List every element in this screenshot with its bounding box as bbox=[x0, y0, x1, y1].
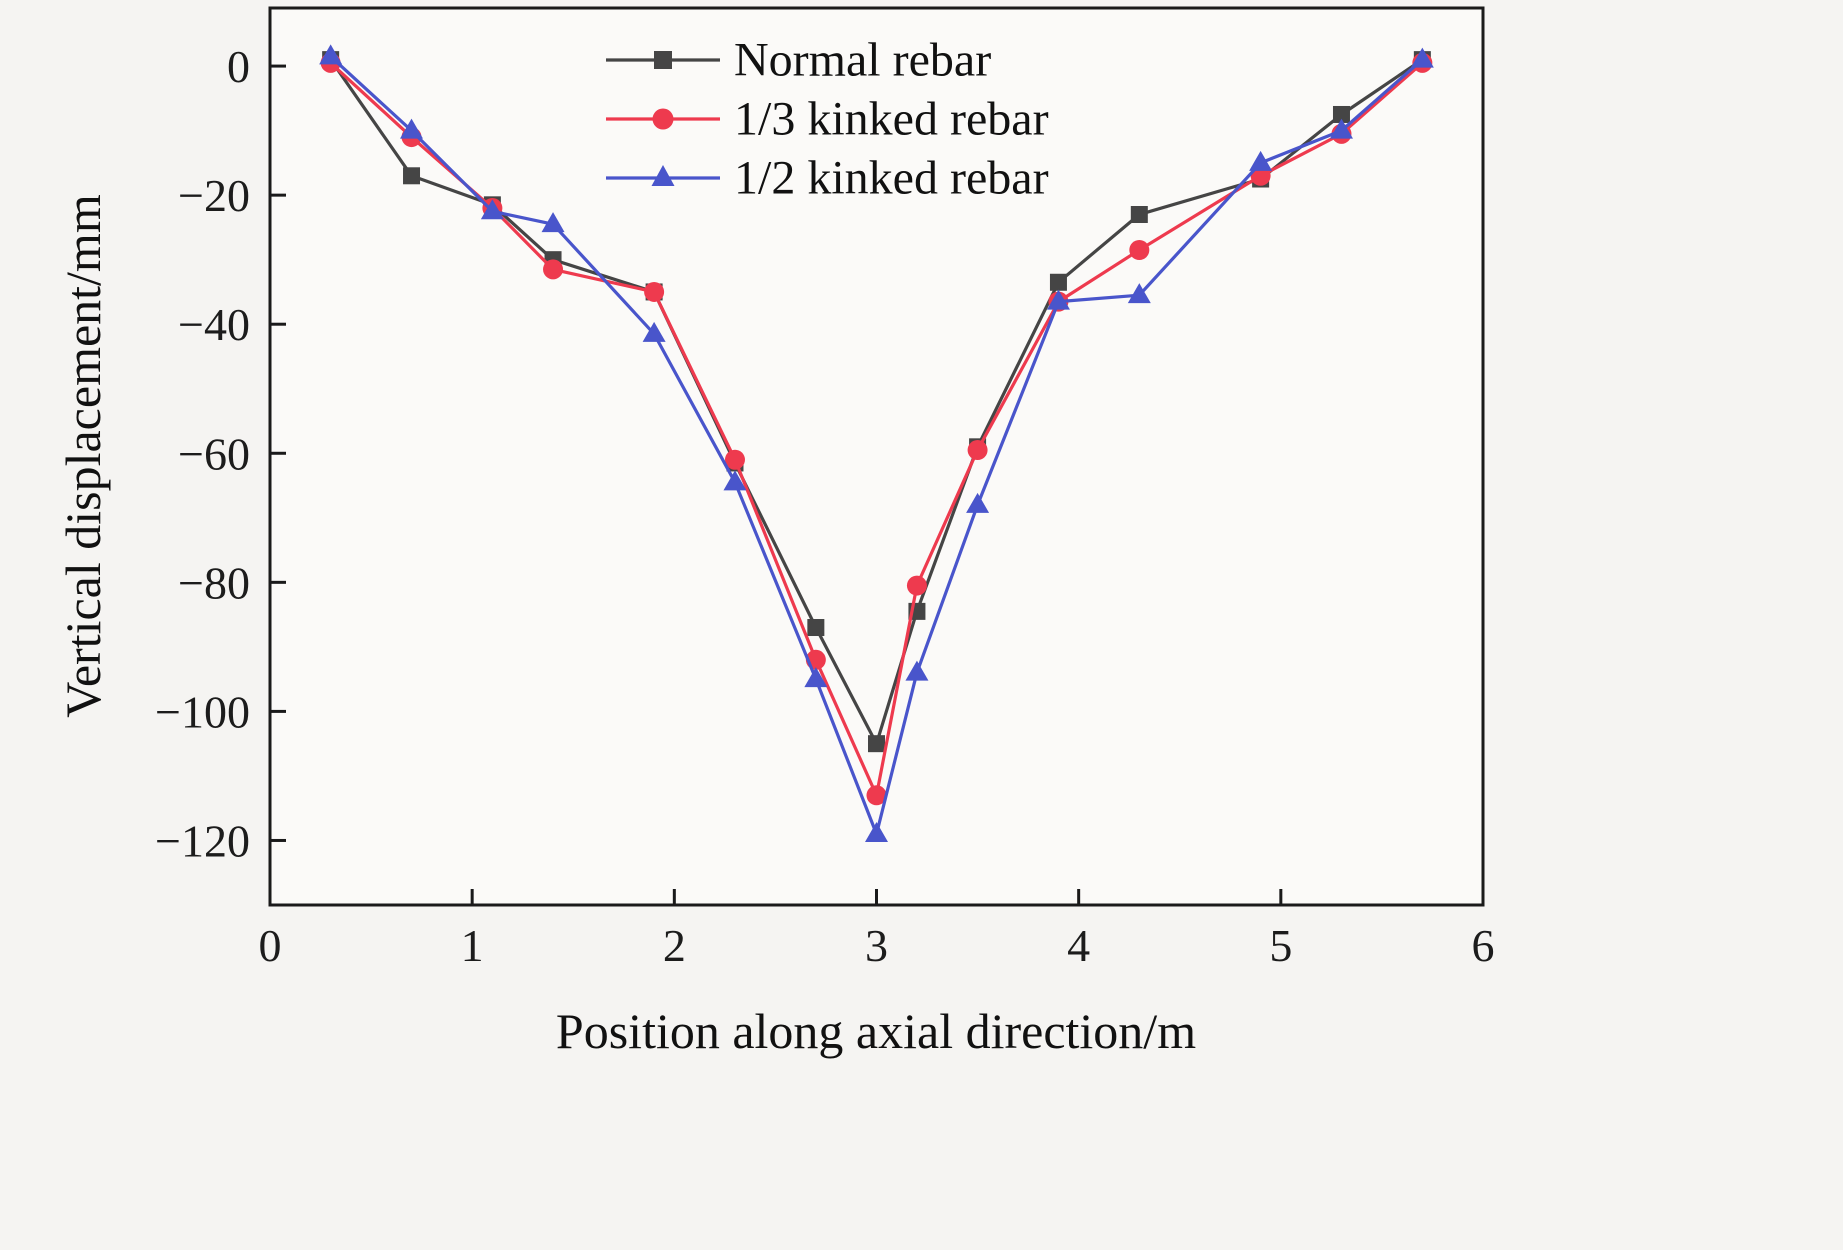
series-marker-1 bbox=[724, 449, 745, 470]
legend-entry-one-half-kinked-rebar: 1/2 kinked rebar bbox=[606, 152, 1049, 205]
legend-label: Normal rebar bbox=[734, 34, 991, 87]
y-tick-label: −40 bbox=[178, 299, 250, 350]
series-marker-1 bbox=[543, 259, 564, 280]
series-marker-0 bbox=[807, 619, 825, 637]
legend-label: 1/3 kinked rebar bbox=[734, 93, 1049, 146]
series-marker-2 bbox=[400, 118, 424, 139]
series-marker-1 bbox=[906, 575, 927, 596]
y-tick-label: −100 bbox=[155, 686, 250, 737]
series-marker-1 bbox=[644, 281, 665, 302]
series-marker-1 bbox=[967, 440, 988, 461]
series-marker-2 bbox=[1127, 283, 1151, 304]
circle-marker-icon bbox=[652, 108, 674, 130]
series-marker-2 bbox=[804, 667, 828, 688]
series-marker-2 bbox=[865, 822, 888, 843]
legend-entry-one-third-kinked-rebar: 1/3 kinked rebar bbox=[606, 93, 1049, 146]
x-tick-label: 0 bbox=[259, 920, 282, 971]
x-axis-title: Position along axial direction/m bbox=[556, 1003, 1196, 1059]
series-marker-0 bbox=[1049, 273, 1067, 291]
series-marker-2 bbox=[541, 212, 565, 233]
series-marker-2 bbox=[642, 321, 666, 342]
x-tick-label: 1 bbox=[461, 920, 484, 971]
series-marker-2 bbox=[1046, 289, 1070, 310]
y-tick-label: −120 bbox=[155, 815, 250, 866]
legend: Normal rebar 1/3 kinked rebar 1/2 kinked… bbox=[606, 34, 1049, 205]
series-marker-1 bbox=[866, 785, 887, 806]
legend-entry-normal-rebar: Normal rebar bbox=[606, 34, 991, 87]
triangle-marker-icon bbox=[651, 165, 675, 186]
plot-frame bbox=[268, 6, 1485, 907]
y-tick-label: 0 bbox=[227, 41, 250, 92]
y-axis-title: Vertical displacement/mm bbox=[55, 194, 111, 718]
series-marker-2 bbox=[480, 199, 504, 220]
series-marker-2 bbox=[723, 470, 747, 491]
series-marker-0 bbox=[1332, 105, 1350, 123]
series-marker-2 bbox=[966, 492, 990, 513]
x-tick-label: 6 bbox=[1472, 920, 1495, 971]
series-marker-0 bbox=[868, 735, 885, 753]
x-tick-label: 3 bbox=[865, 920, 888, 971]
series-marker-2 bbox=[1249, 150, 1273, 171]
series-marker-2 bbox=[905, 660, 929, 681]
y-tick-label: −20 bbox=[178, 170, 250, 221]
legend-label: 1/2 kinked rebar bbox=[734, 152, 1049, 205]
series-marker-0 bbox=[1130, 206, 1148, 224]
y-tick-label: −80 bbox=[178, 557, 250, 608]
square-marker-icon bbox=[654, 51, 672, 69]
plot-content: 0 1 2 3 4 5 6 0 −20 −40 −60 −80 −100 −120 bbox=[155, 41, 1494, 971]
series-marker-1 bbox=[1129, 239, 1150, 260]
x-tick-label: 2 bbox=[663, 920, 686, 971]
x-tick-label: 5 bbox=[1269, 920, 1292, 971]
y-tick-label: −60 bbox=[178, 428, 250, 479]
series-marker-2 bbox=[1329, 118, 1353, 139]
series-marker-0 bbox=[403, 167, 421, 185]
series-marker-2 bbox=[319, 44, 343, 65]
x-tick-label: 4 bbox=[1067, 920, 1090, 971]
series-marker-2 bbox=[1410, 47, 1434, 68]
